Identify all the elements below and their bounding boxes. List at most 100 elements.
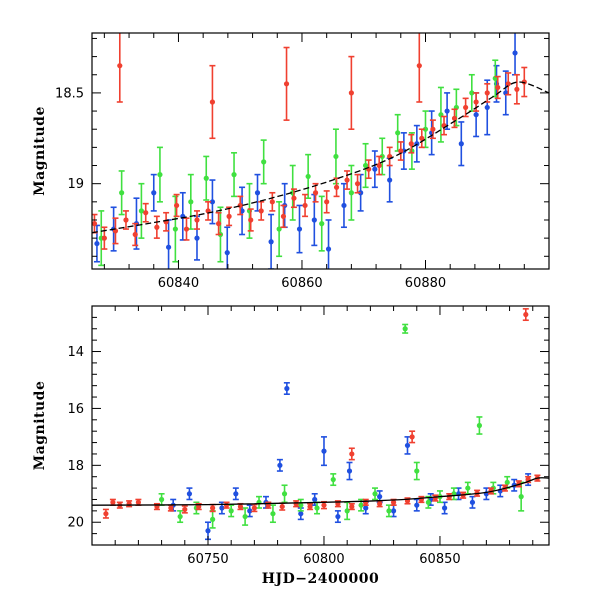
data-point bbox=[377, 501, 383, 507]
data-point bbox=[372, 491, 378, 497]
data-point bbox=[216, 221, 222, 227]
y-tick-label: 18.5 bbox=[55, 86, 84, 101]
data-point bbox=[324, 199, 330, 205]
series-1 bbox=[98, 59, 499, 267]
x-tick-label: 60850 bbox=[419, 552, 460, 567]
data-point bbox=[209, 199, 216, 205]
data-point bbox=[277, 462, 283, 468]
data-point bbox=[348, 90, 354, 96]
y-tick-label: 14 bbox=[67, 345, 84, 360]
x-tick-label: 60800 bbox=[303, 552, 344, 567]
data-point bbox=[469, 499, 476, 505]
plot-area bbox=[92, 33, 549, 269]
data-point bbox=[398, 148, 404, 154]
data-point bbox=[458, 141, 464, 147]
data-point bbox=[302, 202, 308, 209]
data-point bbox=[209, 99, 216, 105]
data-point bbox=[465, 485, 471, 491]
x-tick-label: 60840 bbox=[158, 276, 199, 291]
data-point bbox=[363, 505, 369, 511]
data-point bbox=[101, 235, 107, 241]
data-point bbox=[344, 177, 350, 183]
data-point bbox=[484, 90, 490, 96]
bottom-panel: 60750 60800 60850 14 16 18 20 Magnitude HJD−2400… bbox=[32, 305, 550, 587]
data-point bbox=[344, 508, 350, 514]
data-point bbox=[476, 422, 483, 429]
data-point bbox=[226, 213, 232, 219]
data-point bbox=[386, 508, 392, 514]
data-point bbox=[404, 442, 411, 449]
data-point bbox=[341, 202, 347, 209]
data-point bbox=[254, 190, 261, 196]
data-point bbox=[312, 496, 318, 503]
data-point bbox=[219, 505, 225, 511]
data-point bbox=[390, 499, 397, 505]
data-point bbox=[251, 505, 257, 511]
data-point bbox=[283, 81, 290, 87]
data-point bbox=[276, 226, 282, 232]
series-2 bbox=[102, 308, 541, 519]
data-point bbox=[348, 190, 354, 196]
data-point bbox=[358, 190, 364, 196]
data-point bbox=[311, 217, 317, 223]
data-point bbox=[442, 505, 448, 511]
data-point bbox=[228, 508, 234, 514]
data-point bbox=[518, 494, 524, 500]
data-point bbox=[281, 491, 288, 497]
data-point bbox=[269, 199, 275, 205]
data-point bbox=[157, 172, 163, 178]
data-point bbox=[177, 513, 183, 520]
data-point bbox=[444, 108, 450, 114]
data-point bbox=[224, 250, 230, 256]
data-point bbox=[408, 141, 414, 147]
data-point bbox=[183, 226, 190, 232]
data-point bbox=[362, 162, 369, 169]
data-point bbox=[484, 104, 490, 111]
data-point bbox=[377, 494, 383, 500]
data-point bbox=[231, 172, 237, 178]
data-point bbox=[110, 499, 116, 505]
data-point bbox=[416, 63, 422, 69]
data-point bbox=[151, 190, 157, 196]
y-axis-label: Magnitude bbox=[32, 381, 48, 471]
data-point bbox=[349, 503, 355, 510]
data-point bbox=[119, 190, 125, 196]
data-point bbox=[312, 190, 319, 196]
data-point bbox=[154, 224, 160, 230]
data-point bbox=[419, 135, 425, 141]
series-1 bbox=[158, 323, 525, 529]
data-point bbox=[314, 505, 320, 511]
data-point bbox=[469, 90, 475, 96]
data-point bbox=[270, 511, 276, 517]
data-point bbox=[174, 202, 180, 209]
data-point bbox=[296, 226, 303, 232]
data-point bbox=[346, 468, 353, 474]
data-point bbox=[135, 499, 141, 505]
data-point bbox=[321, 448, 327, 454]
data-point bbox=[402, 326, 408, 332]
data-point bbox=[210, 505, 216, 511]
data-point bbox=[325, 246, 332, 252]
data-point bbox=[158, 496, 165, 503]
data-point bbox=[333, 153, 339, 160]
data-point bbox=[103, 511, 109, 517]
y-tick-label: 20 bbox=[67, 516, 84, 531]
plot-area bbox=[92, 308, 549, 541]
data-point bbox=[172, 226, 178, 232]
data-point bbox=[330, 476, 336, 483]
data-point bbox=[425, 499, 431, 505]
data-point bbox=[132, 231, 138, 238]
data-point bbox=[319, 221, 325, 227]
data-point bbox=[376, 162, 382, 169]
data-point bbox=[280, 213, 287, 219]
x-tick-label: 60860 bbox=[281, 276, 322, 291]
data-point bbox=[504, 479, 510, 486]
data-point bbox=[463, 104, 469, 111]
x-axis-label: HJD−2400000 bbox=[262, 571, 379, 587]
data-point bbox=[194, 235, 200, 241]
data-point bbox=[279, 503, 285, 510]
data-point bbox=[247, 508, 253, 514]
y-tick-label: 19 bbox=[67, 177, 84, 192]
data-point bbox=[165, 244, 172, 250]
